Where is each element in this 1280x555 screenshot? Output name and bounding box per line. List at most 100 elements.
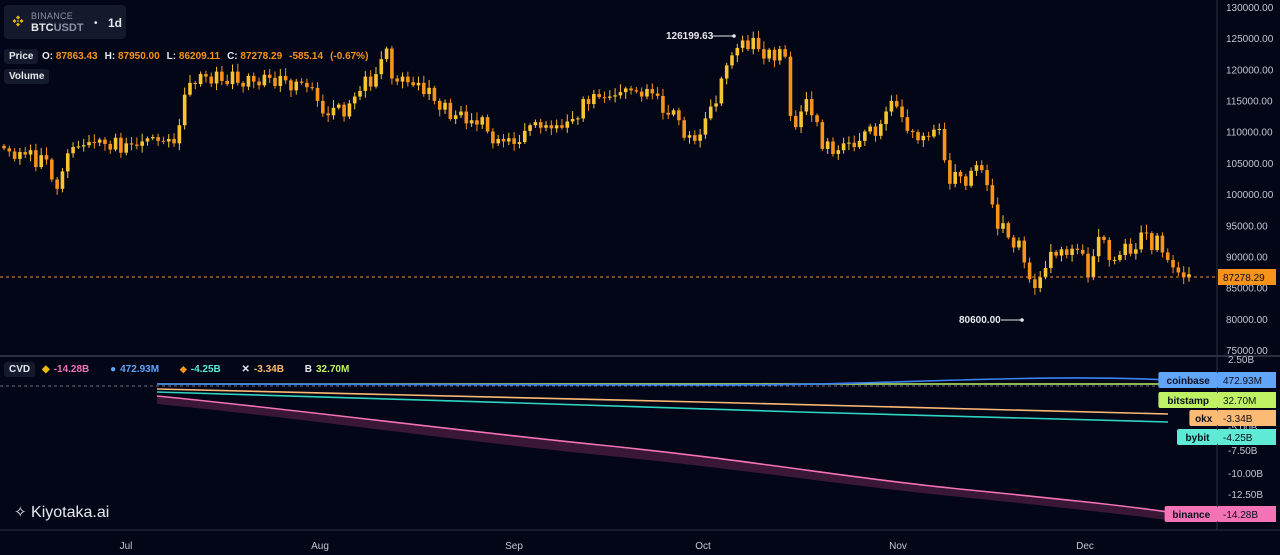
candle-body: [671, 110, 676, 115]
candle-body: [570, 119, 575, 122]
candle-body: [1054, 251, 1058, 256]
candle-body: [1022, 240, 1027, 263]
candle-body: [677, 110, 681, 121]
volume-pane-label[interactable]: Volume: [4, 69, 50, 84]
exchange-badge-value: 32.70M: [1223, 396, 1256, 407]
candle-body: [948, 160, 952, 184]
exchange-badge-value: -3.34B: [1223, 414, 1253, 425]
cvd-legend-bybit-value: -4.25B: [190, 364, 221, 375]
candle-body: [507, 138, 511, 142]
candle-body: [220, 71, 224, 81]
candle-body: [597, 94, 601, 98]
candle-body: [1075, 248, 1080, 250]
binance-logo-icon: [12, 15, 24, 27]
candlestick-series: [2, 30, 1191, 295]
candle-body: [34, 150, 38, 168]
candle-body: [87, 142, 91, 146]
exchange-badge-name: bitstamp: [1167, 396, 1209, 407]
candle-body: [714, 103, 718, 107]
candle-body: [958, 172, 963, 177]
candle-body: [65, 153, 70, 172]
candle-body: [528, 125, 532, 131]
candle-body: [538, 122, 543, 128]
exchange-badge-coinbase[interactable]: coinbase 472.93M: [1158, 372, 1276, 388]
candle-body: [533, 122, 538, 126]
coinbase-logo-icon: ●: [110, 364, 117, 375]
candle-body: [145, 138, 150, 142]
exchange-badge-name-bg: [1177, 429, 1218, 445]
candle-body: [1128, 243, 1133, 254]
candle-body: [969, 170, 973, 186]
candle-body: [1144, 232, 1149, 234]
price-axis-tick: 115000.00: [1226, 97, 1273, 108]
exchange-badge-value-bg: [1218, 506, 1276, 522]
ohlc-close-label: C:: [227, 51, 238, 62]
candle-body: [299, 81, 304, 83]
candle-body: [44, 155, 49, 160]
candle-body: [496, 138, 500, 144]
candle-body: [1033, 279, 1037, 289]
cvd-legend-bitstamp-value: 32.70M: [315, 364, 350, 375]
candle-body: [586, 99, 591, 105]
exchange-badge-value-bg: [1218, 392, 1276, 408]
candle-body: [289, 80, 293, 91]
bybit-logo-icon: ◆: [179, 364, 187, 374]
candle-body: [384, 48, 389, 60]
candle-body: [12, 151, 17, 159]
candle-body: [321, 100, 325, 114]
cvd-binance-line: [156, 395, 1169, 513]
exchange-badge-value: -4.25B: [1223, 433, 1253, 444]
candle-body: [400, 76, 405, 82]
candle-body: [1064, 249, 1069, 255]
exchange-badge-value-bg: [1218, 372, 1276, 388]
candle-body: [267, 74, 272, 78]
candle-body: [236, 71, 240, 83]
candle-body: [650, 89, 655, 94]
price-axis[interactable]: 130000.00 125000.00 120000.00 115000.00 1100…: [1226, 3, 1274, 357]
candle-body: [374, 74, 378, 87]
candle-body: [809, 99, 814, 116]
candle-body: [390, 48, 394, 79]
candle-body: [937, 128, 942, 130]
watermark-text: Kiyotaka.ai: [31, 504, 110, 521]
symbol-header[interactable]: BINANCE BTCUSDT • 1d: [4, 5, 126, 39]
candle-body: [1134, 249, 1138, 254]
price-axis-tick: 120000.00: [1226, 65, 1274, 76]
price-axis-tick: 100000.00: [1226, 190, 1274, 201]
exchange-badge-bitstamp[interactable]: bitstamp 32.70M: [1158, 392, 1276, 408]
candle-body: [55, 179, 59, 189]
candle-body: [836, 150, 841, 154]
price-pane-label[interactable]: Price: [4, 49, 39, 64]
candle-body: [198, 74, 203, 85]
time-axis[interactable]: Jul Aug Sep Oct Nov Dec: [120, 541, 1094, 552]
candle-body: [188, 82, 192, 95]
candle-body: [23, 152, 28, 155]
cvd-pane-label[interactable]: CVD: [4, 362, 36, 377]
candle-body: [283, 75, 288, 81]
exchange-badge-bybit[interactable]: bybit -4.25B: [1177, 429, 1276, 445]
low-annotation: 80600.00: [959, 315, 1024, 326]
candle-body: [60, 171, 65, 189]
candle-body: [1123, 243, 1128, 255]
candle-body: [974, 165, 979, 171]
candle-body: [852, 142, 857, 148]
candle-body: [751, 37, 756, 50]
candle-body: [847, 142, 851, 144]
exchange-badges: coinbase 472.93M bitstamp 32.70M okx -3.34B by…: [1158, 372, 1276, 522]
exchange-badge-name: okx: [1195, 414, 1213, 425]
candle-body: [257, 81, 261, 86]
timeframe-selector[interactable]: 1d: [108, 16, 123, 30]
price-axis-tick: 75000.00: [1226, 346, 1268, 357]
candle-body: [135, 144, 139, 146]
candle-body: [50, 159, 54, 180]
candle-body: [1181, 272, 1186, 278]
ohlc-close-value: 87278.29: [240, 51, 283, 62]
exchange-badge-binance[interactable]: binance -14.28B: [1164, 506, 1276, 522]
candle-body: [1006, 223, 1011, 238]
exchange-badge-value-bg: [1218, 410, 1276, 426]
candle-body: [889, 100, 894, 112]
candle-body: [331, 107, 336, 116]
exchange-badge-okx[interactable]: okx -3.34B: [1189, 410, 1276, 426]
candle-body: [549, 125, 554, 129]
